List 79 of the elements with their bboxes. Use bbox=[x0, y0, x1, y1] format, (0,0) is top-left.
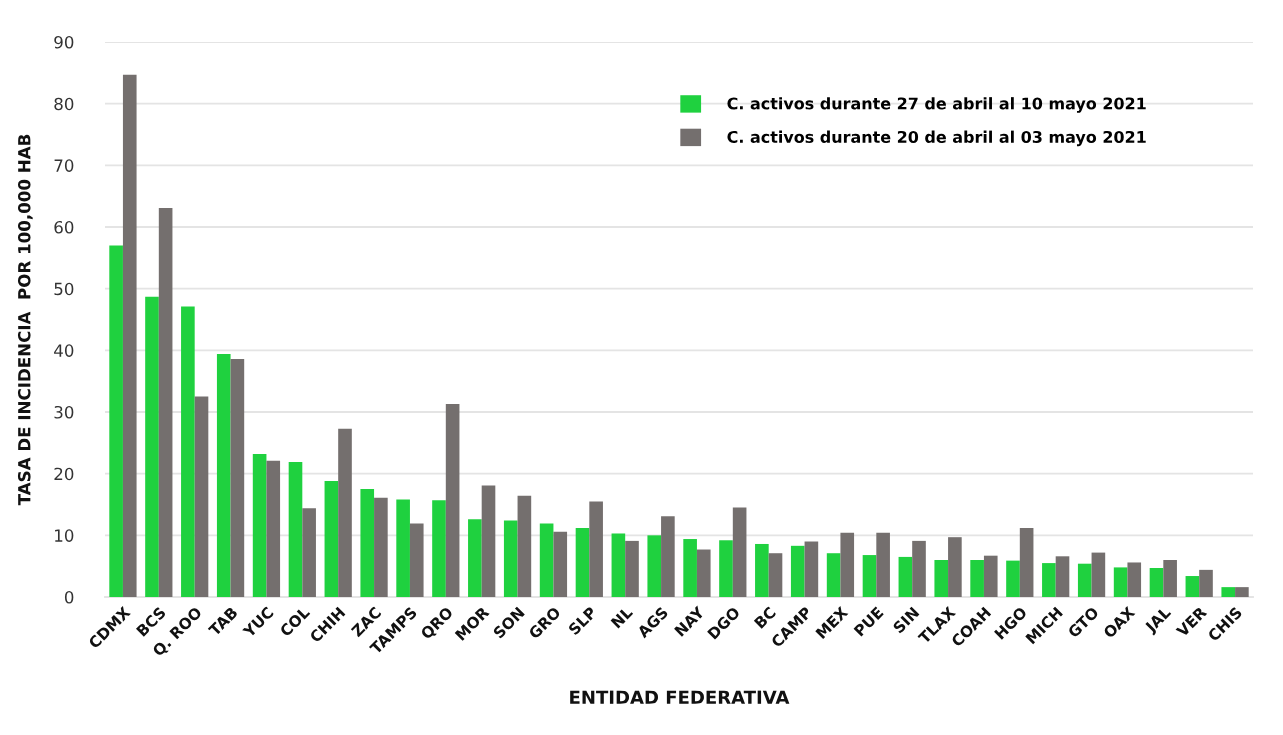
bar bbox=[145, 296, 159, 597]
bar bbox=[862, 555, 877, 597]
bar bbox=[517, 495, 532, 597]
bar bbox=[288, 461, 303, 597]
y-tick-label: 20 bbox=[54, 467, 74, 481]
y-tick-label: 90 bbox=[54, 35, 74, 49]
bar bbox=[934, 560, 949, 597]
bar bbox=[1221, 587, 1236, 597]
legend-label: C. activos durante 20 de abril al 03 mayo 2021 bbox=[727, 130, 1146, 147]
bar bbox=[696, 549, 711, 597]
bar bbox=[732, 507, 747, 597]
bar bbox=[481, 485, 496, 597]
bar bbox=[1199, 569, 1213, 597]
bar bbox=[970, 560, 984, 597]
bar bbox=[1185, 576, 1200, 597]
bar bbox=[216, 354, 231, 597]
bar bbox=[181, 306, 195, 597]
bar bbox=[840, 532, 855, 597]
bar bbox=[589, 501, 603, 597]
bar bbox=[1149, 568, 1164, 597]
bar bbox=[503, 520, 518, 597]
bar bbox=[338, 428, 352, 597]
bar bbox=[647, 535, 662, 597]
y-axis-title: TASA DE INCIDENCIA POR 100,000 HAB bbox=[17, 134, 33, 506]
bar bbox=[826, 553, 841, 597]
bar bbox=[1077, 563, 1092, 597]
y-tick-label: 40 bbox=[54, 344, 74, 357]
bar bbox=[468, 519, 482, 597]
bar bbox=[266, 460, 281, 597]
x-tick-label: NL bbox=[610, 605, 634, 629]
bar bbox=[1006, 560, 1020, 597]
bar bbox=[575, 527, 590, 597]
bar bbox=[1113, 567, 1128, 597]
y-tick-label: 0 bbox=[64, 590, 74, 604]
bar bbox=[1127, 562, 1142, 597]
bar bbox=[409, 523, 424, 597]
bar bbox=[983, 555, 998, 597]
bar bbox=[252, 453, 267, 597]
bar bbox=[396, 499, 410, 597]
x-axis-title: ENTIDAD FEDERATIVA bbox=[570, 690, 790, 704]
bar bbox=[109, 245, 123, 597]
bar bbox=[374, 497, 388, 597]
y-tick-label: 70 bbox=[54, 159, 74, 172]
y-tick-label: 30 bbox=[54, 405, 74, 419]
y-tick-label: 60 bbox=[54, 220, 74, 234]
bar bbox=[768, 553, 783, 597]
bar bbox=[194, 396, 209, 597]
bar bbox=[1091, 552, 1106, 597]
legend-label: C. activos durante 27 de abril al 10 mayo 2021 bbox=[727, 97, 1146, 113]
bar bbox=[122, 74, 137, 597]
bar bbox=[1042, 563, 1056, 597]
bar bbox=[539, 523, 554, 597]
bar bbox=[683, 539, 697, 597]
bar bbox=[302, 508, 316, 597]
bar bbox=[1163, 560, 1177, 597]
bar bbox=[790, 545, 805, 597]
bar bbox=[898, 556, 913, 597]
bar bbox=[611, 533, 626, 597]
bar bbox=[719, 540, 733, 597]
bar bbox=[1055, 556, 1070, 597]
bar bbox=[625, 540, 639, 597]
bar bbox=[432, 500, 446, 597]
bar bbox=[360, 489, 375, 597]
bar bbox=[876, 532, 890, 597]
y-tick-label: 10 bbox=[55, 529, 74, 542]
y-tick-label: 80 bbox=[54, 97, 74, 111]
bar bbox=[804, 541, 819, 597]
bar bbox=[324, 481, 339, 597]
bar bbox=[1019, 527, 1034, 597]
y-tick-label: 50 bbox=[54, 282, 74, 296]
bar bbox=[1235, 587, 1249, 597]
bar bbox=[912, 540, 926, 597]
bar bbox=[158, 207, 173, 597]
bar bbox=[755, 543, 769, 597]
bar bbox=[445, 403, 460, 597]
bar bbox=[948, 537, 962, 597]
bar bbox=[230, 358, 245, 597]
bar bbox=[661, 516, 675, 597]
bar bbox=[553, 531, 568, 597]
